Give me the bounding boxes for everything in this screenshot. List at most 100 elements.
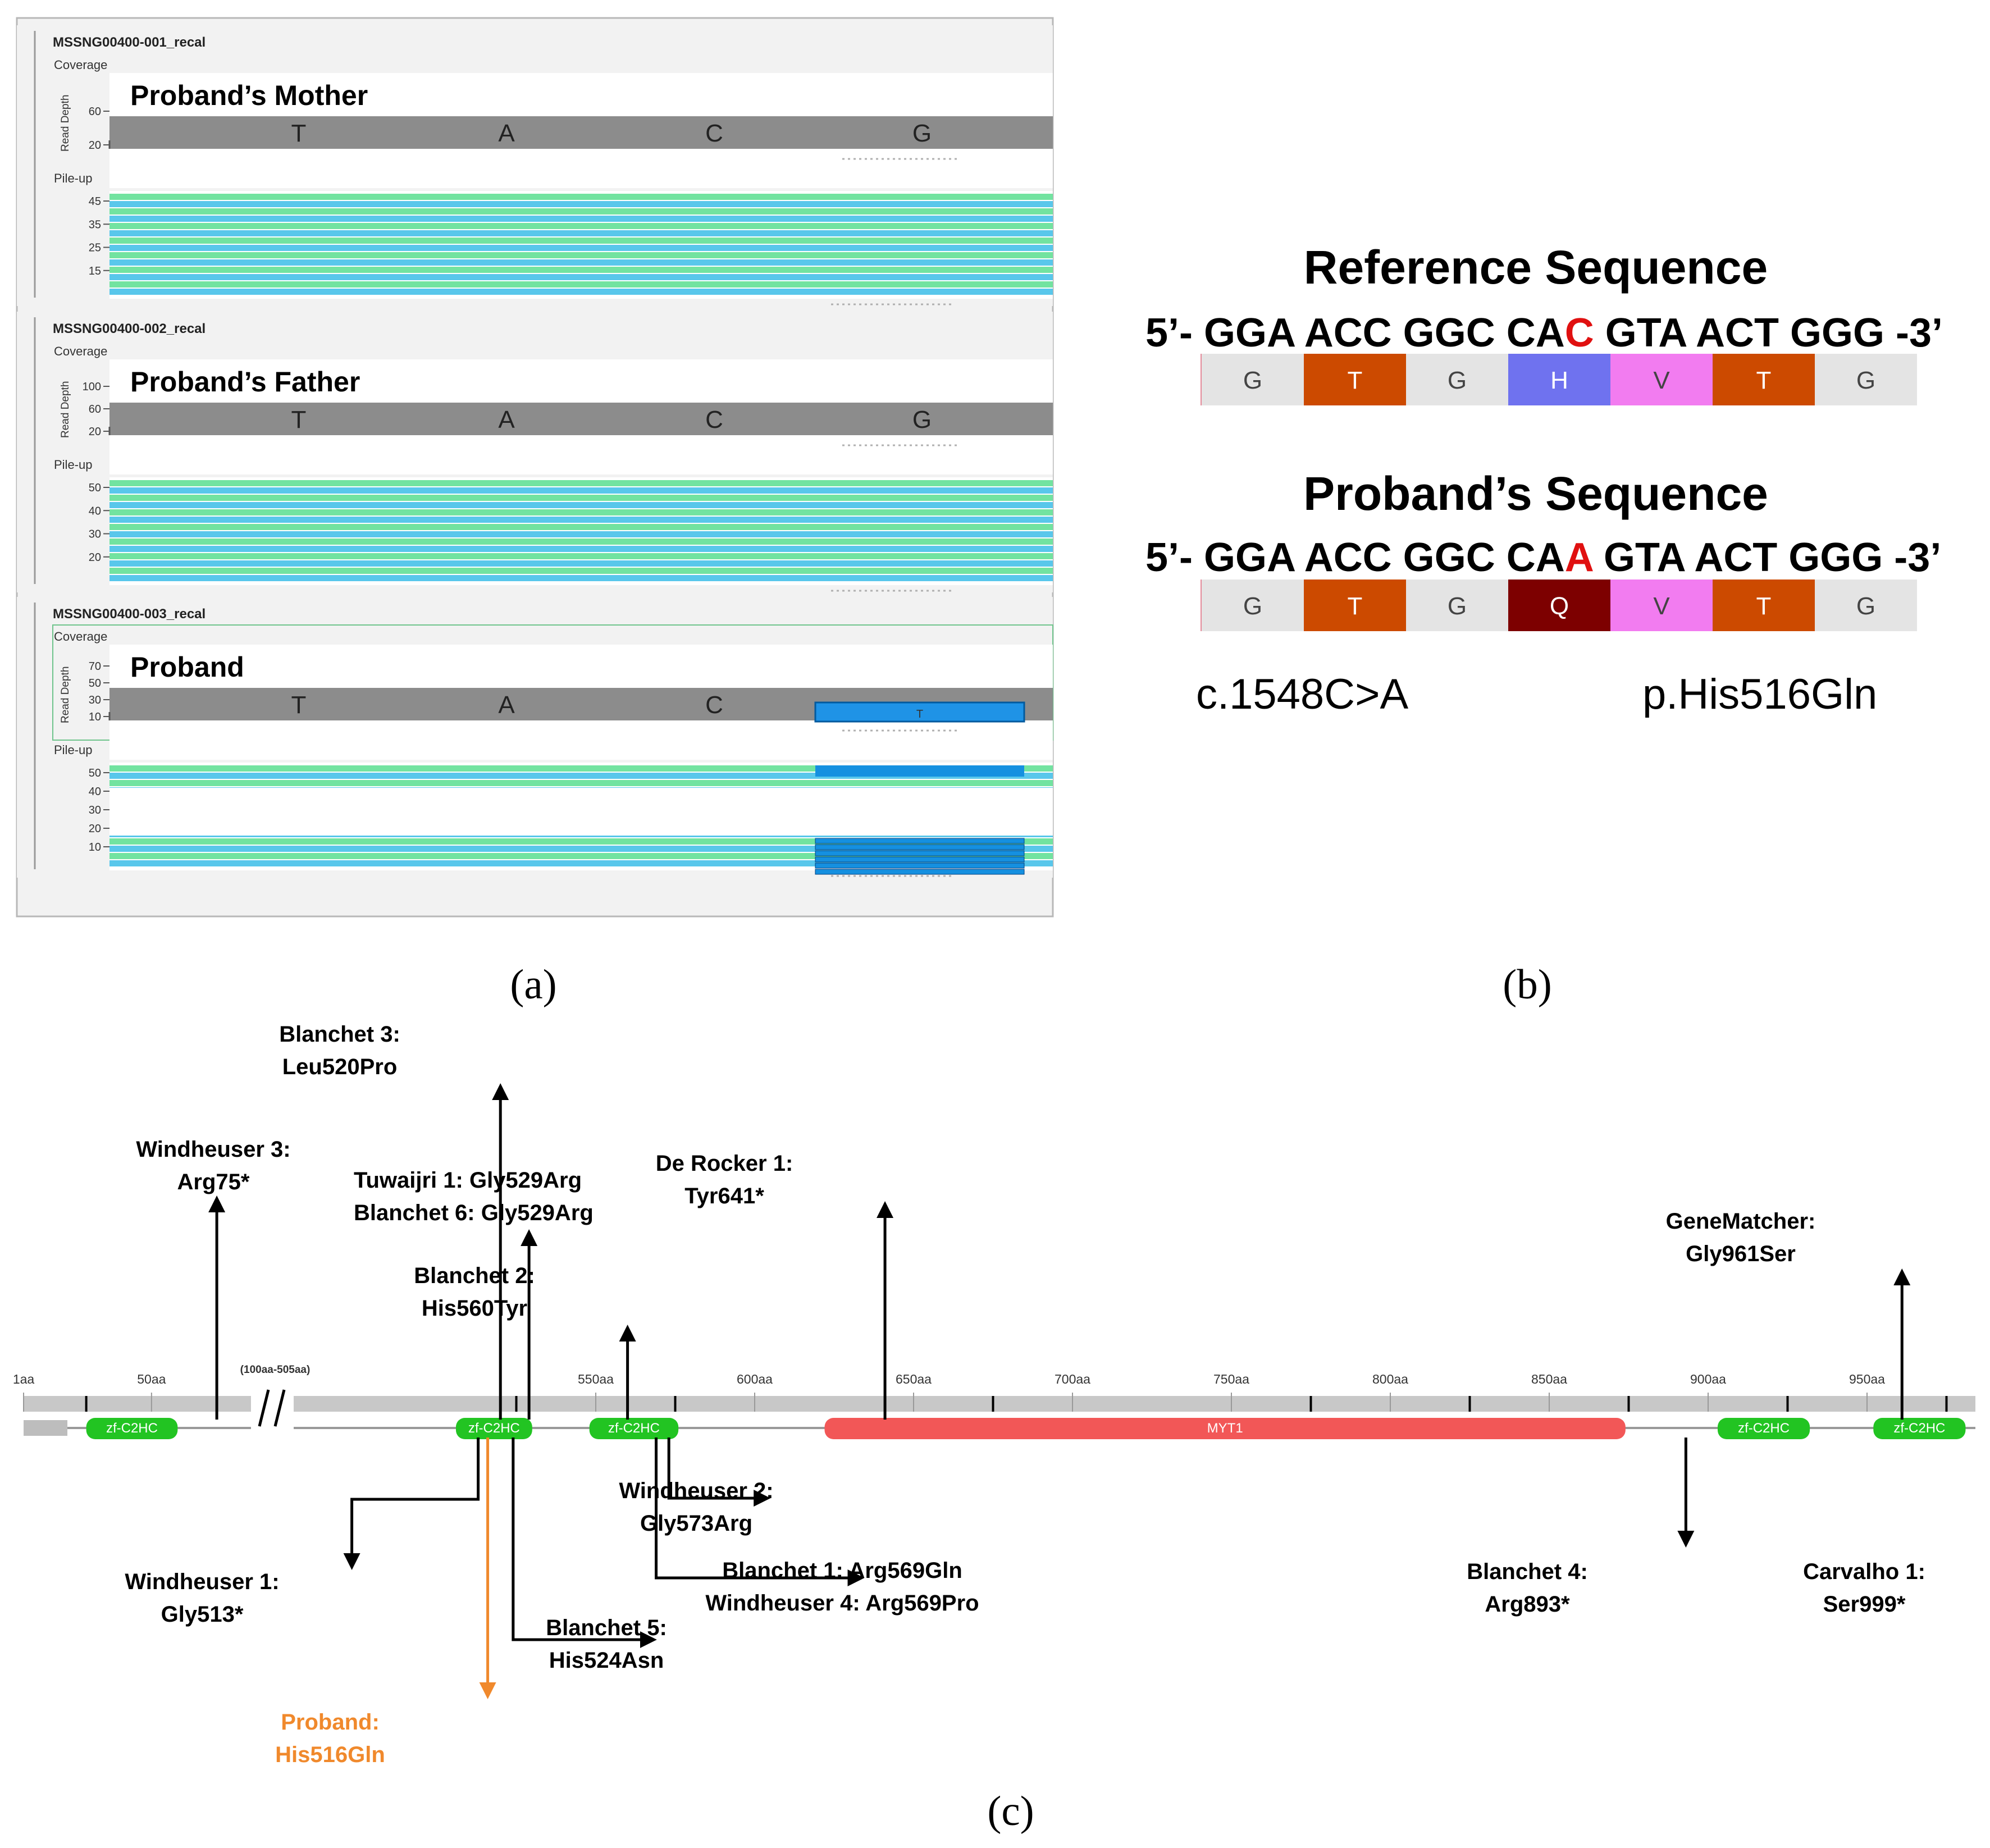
depth-tick: 70 xyxy=(89,660,101,673)
base-A: A xyxy=(498,406,515,434)
domain-myt1: MYT1 xyxy=(824,1418,1626,1439)
depth-tick: 30 xyxy=(89,694,101,706)
aa-box xyxy=(1815,354,1917,405)
read-row xyxy=(109,539,1053,545)
domain-label: MYT1 xyxy=(1207,1421,1243,1436)
pileup-tick: 20 xyxy=(89,551,101,564)
panel-c-protein-map: (100aa-505aa) 1aa 50aa 550aa 600aa 650aa 700a… xyxy=(13,1022,1975,1835)
read-row xyxy=(109,838,1053,845)
variant-label-line1: Proband: xyxy=(281,1710,380,1735)
read-row xyxy=(109,208,1053,215)
pileup-tick: 30 xyxy=(89,528,101,541)
protein-start-block xyxy=(24,1420,67,1436)
read-row xyxy=(109,238,1053,244)
ruler: 1aa 50aa 550aa 600aa 650aa 700aa 750aa 800aa 850… xyxy=(13,1372,1948,1412)
domain-label: zf-C2HC xyxy=(468,1421,520,1436)
variant-label-line2: His524Asn xyxy=(549,1648,664,1673)
variant-below: Blanchet 1: Arg569Gln Windheuser 4: Arg56… xyxy=(655,1438,979,1616)
coverage-bar xyxy=(109,116,1053,149)
variant-read xyxy=(815,844,1025,850)
variant-label-line1: De Rocker 1: xyxy=(656,1151,793,1176)
read-row xyxy=(109,853,1053,859)
ruler-label: 950aa xyxy=(1849,1372,1885,1386)
aa-cell-T: T xyxy=(1713,354,1815,405)
variant-below: Windheuser 1: Gly513* xyxy=(125,1438,480,1627)
proband-title: Proband’s Sequence xyxy=(1303,467,1768,520)
pileup-tick: 50 xyxy=(89,482,101,494)
domain-box xyxy=(824,1418,1626,1439)
read-row xyxy=(109,480,1053,486)
pileup-tick: 40 xyxy=(89,505,101,517)
domain-zf-c2hc: zf-C2HC xyxy=(455,1418,532,1439)
variant-label-line2: Blanchet 6: Gly529Arg xyxy=(354,1201,594,1225)
aa-box xyxy=(1202,354,1304,405)
variant-label-line1: Carvalho 1: xyxy=(1803,1559,1925,1584)
track-title-overlay: Proband’s Father xyxy=(130,366,360,398)
variant-proband: Proband: His516Gln xyxy=(275,1438,496,1767)
base-C: C xyxy=(705,120,723,147)
ruler-label: 900aa xyxy=(1690,1372,1726,1386)
track-1: MSSNG00400-001_recal Coverage Read Depth Pr… xyxy=(17,25,1053,306)
variant-label-line2: His516Gln xyxy=(275,1742,385,1767)
aa-letter: Q xyxy=(1550,592,1569,620)
base-G: G xyxy=(912,120,932,147)
domain-zf-c2hc: zf-C2HC xyxy=(86,1418,178,1439)
variant-label-line1: Blanchet 3: xyxy=(279,1022,400,1047)
protein-change: p.His516Gln xyxy=(1642,670,1877,718)
aa-box xyxy=(1508,354,1610,405)
coverage-label: Coverage xyxy=(54,344,107,358)
base-C: C xyxy=(705,691,723,719)
variant-below: Blanchet 4: Arg893* xyxy=(1467,1438,1695,1617)
domain-box xyxy=(1873,1418,1966,1439)
variant-read xyxy=(815,856,1025,863)
read-row xyxy=(109,568,1053,574)
read-row xyxy=(109,223,1053,229)
base-A: A xyxy=(498,120,515,147)
domain-zf-c2hc: zf-C2HC xyxy=(1873,1418,1966,1439)
axis-break-mark xyxy=(258,1389,270,1427)
pileup-label: Pile-up xyxy=(54,171,92,185)
aa-box xyxy=(1610,354,1713,405)
pileup-tick: 15 xyxy=(89,265,101,277)
aa-letter: H xyxy=(1550,367,1568,394)
aa-cell-V: V xyxy=(1610,354,1713,405)
reference-title: Reference Sequence xyxy=(1304,241,1768,294)
reference-sequence: 5’- GGA ACC GGC CAC GTA ACT GGG -3’ xyxy=(1145,311,1943,355)
domain-box xyxy=(86,1418,178,1439)
aa-cell-G: G xyxy=(1202,354,1304,405)
variant-label-line1: Windheuser 3: xyxy=(136,1137,290,1162)
variant-label-line2: Ser999* xyxy=(1823,1592,1906,1617)
sample-name: MSSNG00400-002_recal xyxy=(53,321,206,336)
variant-below: Blanchet 5: His524Asn xyxy=(512,1438,667,1673)
depth-tick: 20 xyxy=(89,139,101,152)
variant-label-line1: Blanchet 1: Arg569Gln xyxy=(722,1558,962,1583)
read-row xyxy=(109,495,1053,501)
read-row xyxy=(109,524,1053,530)
variant-read xyxy=(815,765,1024,777)
read-row xyxy=(109,860,1053,866)
variant-above: Blanchet 2: His560Tyr xyxy=(414,1263,636,1420)
pileup-tick: 35 xyxy=(89,218,101,231)
ruler-label: 700aa xyxy=(1055,1372,1090,1386)
track-title-overlay: Proband xyxy=(130,651,244,683)
panel-c-label: (c) xyxy=(987,1788,1034,1835)
variant-above: Tuwaijri 1: Gly529Arg Blanchet 6: Gly529A… xyxy=(354,1168,594,1420)
read-row xyxy=(109,259,1053,266)
base-C: C xyxy=(705,406,723,434)
aa-box xyxy=(1713,580,1815,631)
aa-cell-V: V xyxy=(1610,580,1713,631)
read-depth-label: Read Depth xyxy=(60,381,71,438)
base-T: T xyxy=(291,120,307,147)
variant-base-box xyxy=(814,701,1025,723)
coverage-label: Coverage xyxy=(54,629,107,644)
ruler-label: 650aa xyxy=(896,1372,932,1386)
aa-letter: T xyxy=(1756,592,1772,620)
variant-arrow xyxy=(343,1438,480,1570)
ruler-label: 850aa xyxy=(1531,1372,1567,1386)
variant-label-line2: Arg75* xyxy=(177,1170,250,1194)
panel-b-label: (b) xyxy=(1503,961,1551,1008)
pileup-label: Pile-up xyxy=(54,458,92,472)
depth-tick: 60 xyxy=(89,106,101,118)
